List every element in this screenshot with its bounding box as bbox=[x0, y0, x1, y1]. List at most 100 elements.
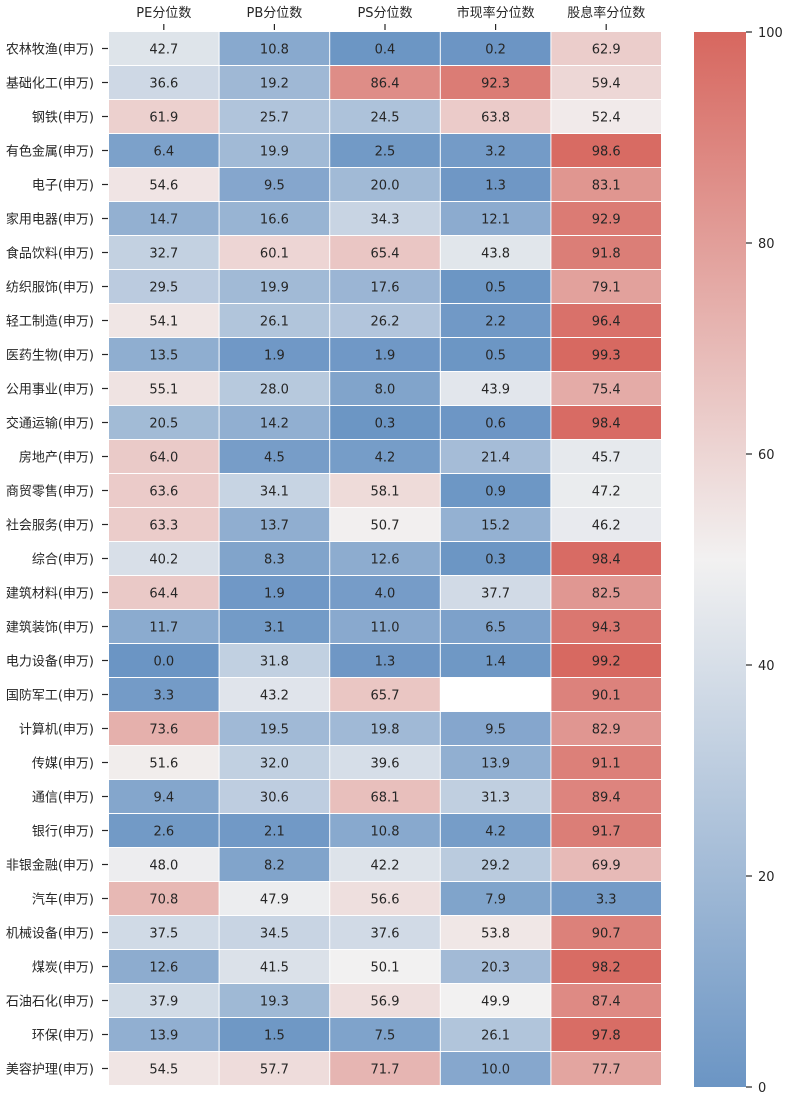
heatmap-cell bbox=[219, 916, 330, 949]
heatmap-cell bbox=[109, 270, 219, 303]
cell-value-label: 45.7 bbox=[592, 451, 621, 466]
cell-value-label: 3.3 bbox=[596, 893, 617, 908]
heatmap-cell bbox=[219, 576, 330, 609]
heatmap-cell bbox=[219, 848, 330, 881]
cell-value-label: 20.3 bbox=[481, 961, 510, 976]
heatmap-cell bbox=[219, 202, 330, 235]
cell-value-label: 49.9 bbox=[481, 995, 510, 1010]
heatmap-cell bbox=[440, 678, 551, 711]
cell-value-label: 37.7 bbox=[481, 587, 510, 602]
heatmap-cell bbox=[109, 882, 219, 915]
cell-value-label: 86.4 bbox=[371, 77, 400, 92]
heatmap-cell bbox=[109, 848, 219, 881]
cell-value-label: 90.7 bbox=[592, 927, 621, 942]
heatmap-cell bbox=[109, 66, 219, 99]
heatmap-cell bbox=[551, 610, 661, 643]
cell-value-label: 26.1 bbox=[481, 1029, 510, 1044]
column-label: 市现率分位数 bbox=[457, 5, 535, 21]
cell-value-label: 8.0 bbox=[375, 383, 396, 398]
cell-value-label: 40.2 bbox=[149, 553, 178, 568]
heatmap-cell bbox=[109, 100, 219, 133]
heatmap-cell bbox=[109, 1018, 219, 1051]
heatmap-cell bbox=[551, 100, 661, 133]
heatmap-cell bbox=[330, 508, 440, 541]
cell-value-label: 36.6 bbox=[149, 77, 178, 92]
heatmap-cell bbox=[219, 406, 330, 439]
row-label: 轻工制造(申万) bbox=[6, 315, 94, 330]
heatmap-cell bbox=[440, 848, 551, 881]
cell-value-label: 10.0 bbox=[481, 1063, 510, 1078]
cell-value-label: 65.4 bbox=[371, 247, 400, 262]
heatmap-cell bbox=[440, 372, 551, 405]
row-label: 石油石化(申万) bbox=[6, 995, 94, 1010]
heatmap-cell bbox=[330, 32, 440, 65]
cell-value-label: 59.4 bbox=[592, 77, 621, 92]
heatmap-cell bbox=[330, 882, 440, 915]
cell-value-label: 12.1 bbox=[481, 213, 510, 228]
cell-value-label: 60.1 bbox=[260, 247, 289, 262]
heatmap-cell bbox=[440, 508, 551, 541]
heatmap-cell bbox=[330, 134, 440, 167]
colorbar-gradient bbox=[694, 32, 746, 1087]
heatmap-cell bbox=[551, 508, 661, 541]
cell-value-label: 94.3 bbox=[592, 621, 621, 636]
heatmap-cell bbox=[219, 168, 330, 201]
cell-value-label: 64.4 bbox=[149, 587, 178, 602]
heatmap-cell bbox=[440, 916, 551, 949]
heatmap-cell bbox=[551, 134, 661, 167]
column-label: PB分位数 bbox=[247, 6, 303, 21]
cell-value-label: 3.3 bbox=[153, 689, 174, 704]
cell-value-label: 6.4 bbox=[153, 145, 174, 160]
cell-value-label: 98.6 bbox=[592, 145, 621, 160]
heatmap-cell bbox=[219, 814, 330, 847]
cell-value-label: 17.6 bbox=[371, 281, 400, 296]
heatmap-cell bbox=[330, 814, 440, 847]
cell-value-label: 90.1 bbox=[592, 689, 621, 704]
heatmap-cell bbox=[219, 746, 330, 779]
cell-value-label: 12.6 bbox=[371, 553, 400, 568]
cell-value-label: 43.2 bbox=[260, 689, 289, 704]
heatmap-cell bbox=[109, 406, 219, 439]
heatmap-cell bbox=[330, 644, 440, 677]
heatmap-cell bbox=[551, 916, 661, 949]
row-label: 机械设备(申万) bbox=[6, 926, 94, 942]
row-label: 计算机(申万) bbox=[19, 723, 94, 738]
row-label: 基础化工(申万) bbox=[6, 77, 94, 92]
cell-value-label: 9.5 bbox=[485, 723, 506, 738]
heatmap-cell bbox=[109, 474, 219, 507]
heatmap-cell bbox=[440, 576, 551, 609]
heatmap-cell bbox=[440, 1018, 551, 1051]
cell-value-label: 11.0 bbox=[371, 621, 400, 636]
cell-value-label: 1.3 bbox=[485, 179, 506, 194]
heatmap-cell bbox=[219, 338, 330, 371]
heatmap-cell bbox=[330, 202, 440, 235]
cell-value-label: 0.2 bbox=[485, 43, 506, 58]
cells-layer: 42.7 10.8 0.4 0.2 62.9 36.6 19.2 86.4 92.3 59.4 61… bbox=[109, 32, 661, 1085]
cell-value-label: 3.1 bbox=[264, 621, 285, 636]
heatmap-cell bbox=[330, 916, 440, 949]
heatmap-cell bbox=[551, 406, 661, 439]
row-label: 汽车(申万) bbox=[32, 892, 94, 908]
cell-value-label: 43.9 bbox=[481, 383, 510, 398]
heatmap-cell bbox=[109, 304, 219, 337]
cell-value-label: 62.9 bbox=[592, 43, 621, 58]
cell-value-label: 4.2 bbox=[485, 825, 506, 840]
cell-value-label: 3.2 bbox=[485, 145, 506, 160]
cell-value-label: 56.9 bbox=[371, 995, 400, 1010]
heatmap-cell bbox=[219, 236, 330, 269]
cell-value-label: 47.2 bbox=[592, 485, 621, 500]
cell-value-label: 82.5 bbox=[592, 587, 621, 602]
cell-value-label: 13.9 bbox=[481, 757, 510, 772]
heatmap-cell bbox=[551, 746, 661, 779]
cell-value-label: 4.2 bbox=[375, 451, 396, 466]
cell-value-label: 97.8 bbox=[592, 1029, 621, 1044]
cell-value-label: 1.3 bbox=[375, 655, 396, 670]
cell-value-label: 91.1 bbox=[592, 757, 621, 772]
cell-value-label: 75.4 bbox=[592, 383, 621, 398]
heatmap-cell bbox=[440, 168, 551, 201]
row-label: 通信(申万) bbox=[32, 791, 94, 806]
cell-value-label: 2.5 bbox=[375, 145, 396, 160]
cell-value-label: 92.3 bbox=[481, 77, 510, 92]
cell-value-label: 32.7 bbox=[149, 247, 178, 262]
heatmap-cell bbox=[109, 712, 219, 745]
